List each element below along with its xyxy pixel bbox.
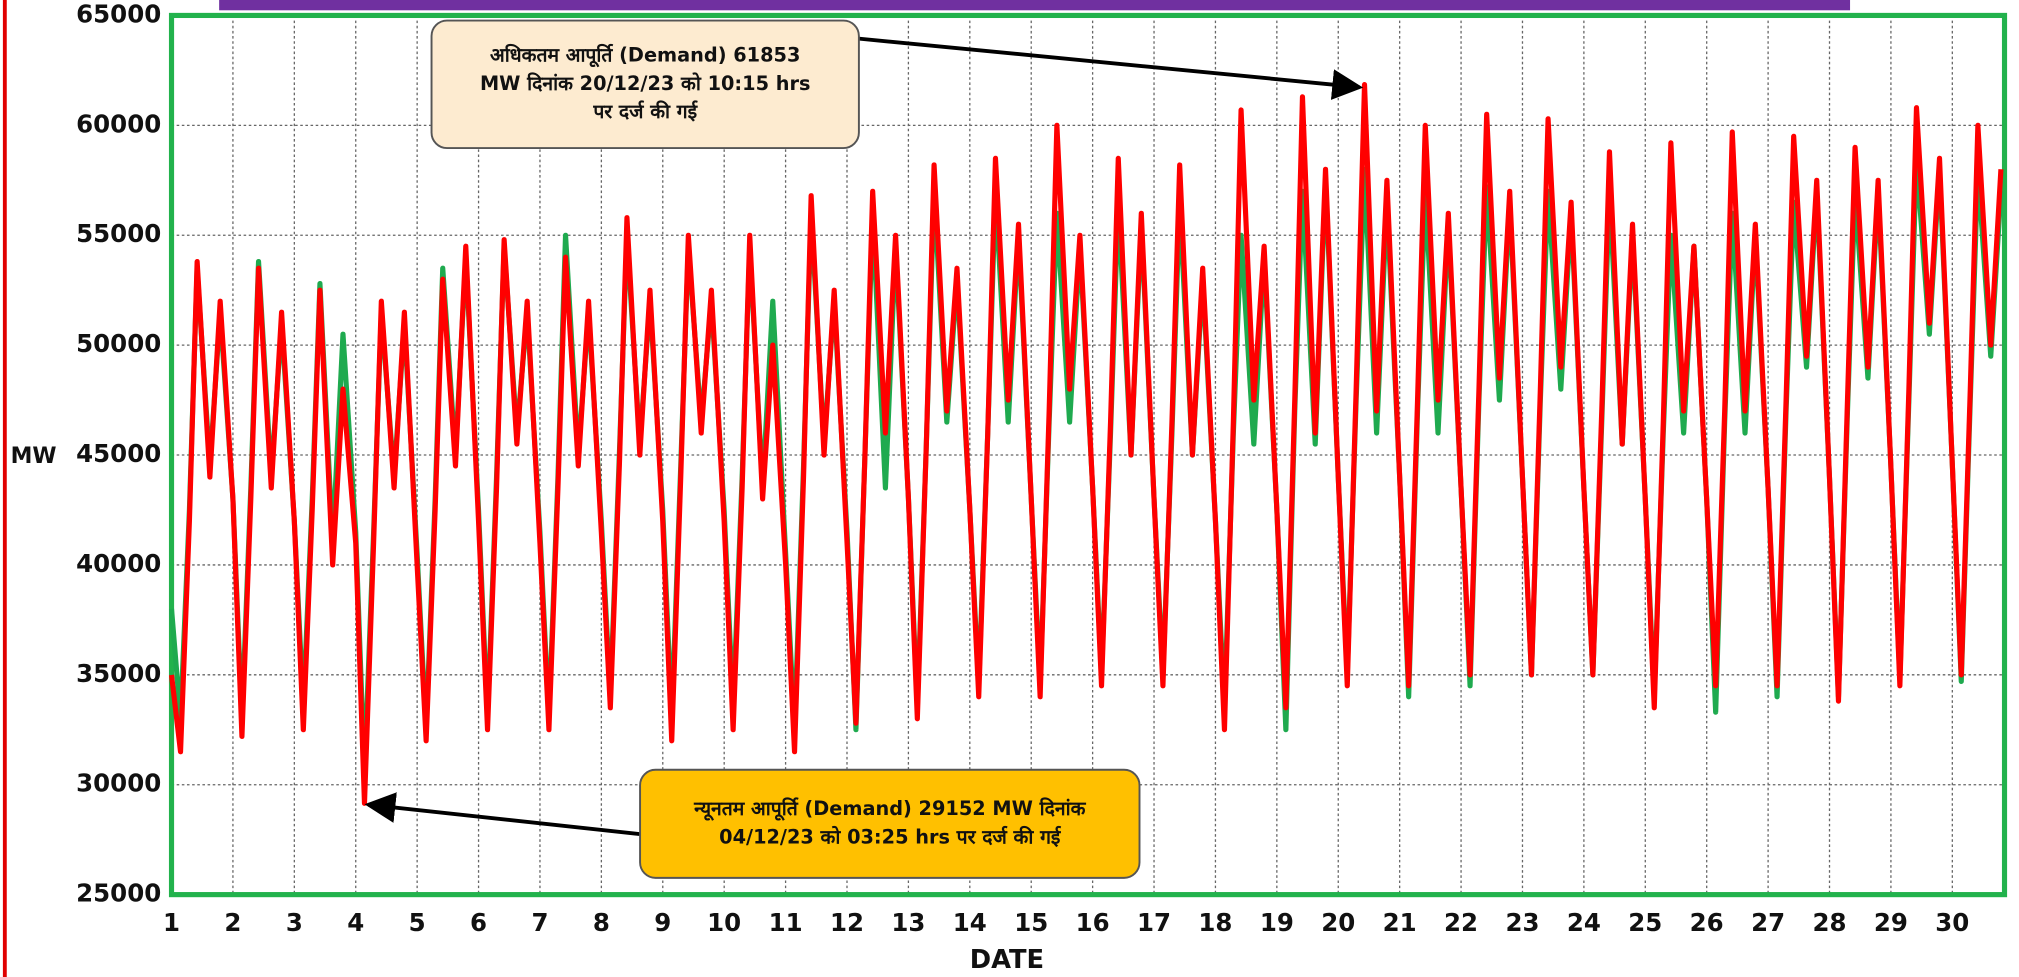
x-tick-label: 15 [1014,908,1048,937]
x-tick-label: 10 [707,908,741,937]
x-tick-label: 6 [470,908,487,937]
annotation-box [430,19,860,149]
x-tick-label: 7 [531,908,548,937]
annotation-arrow [364,792,641,837]
y-tick-label: 35000 [76,659,161,688]
x-axis-label: DATE [970,945,1044,975]
x-tick-label: 2 [224,908,241,937]
x-tick-label: 27 [1751,908,1785,937]
x-tick-label: 13 [891,908,925,937]
annotation-arrow [858,36,1364,100]
y-tick-label: 40000 [76,549,161,578]
annotation-text: 04/12/23 को 03:25 hrs पर दर्ज की गई [719,825,1062,848]
x-tick-label: 22 [1444,908,1478,937]
side-border [2,0,7,977]
x-tick-label: 18 [1198,908,1232,937]
title-banner [219,0,1851,11]
x-tick-label: 25 [1628,908,1662,937]
y-tick-label: 60000 [76,109,161,138]
x-tick-label: 28 [1813,908,1847,937]
annotation-text: MW दिनांक 20/12/23 को 10:15 hrs [480,72,811,95]
x-tick-label: 3 [286,908,303,937]
x-tick-label: 11 [769,908,803,937]
x-tick-label: 12 [830,908,864,937]
x-tick-label: 16 [1076,908,1110,937]
x-tick-label: 21 [1383,908,1417,937]
x-tick-label: 19 [1260,908,1294,937]
x-tick-label: 14 [953,908,987,937]
x-tick-label: 29 [1874,908,1908,937]
series-line [168,81,2004,806]
x-tick-label: 4 [347,908,364,937]
y-tick-label: 30000 [76,769,161,798]
x-tick-label: 26 [1690,908,1724,937]
plot-border [168,12,2008,898]
annotation-text: अधिकतम आपूर्ति (Demand) 61853 [490,43,800,67]
x-tick-label: 8 [593,908,610,937]
x-tick-label: 30 [1935,908,1969,937]
x-tick-label: 1 [163,908,180,937]
y-tick-label: 65000 [76,0,161,28]
x-tick-label: 23 [1505,908,1539,937]
x-tick-label: 20 [1321,908,1355,937]
y-tick-label: 45000 [76,439,161,468]
x-tick-label: 17 [1137,908,1171,937]
y-axis-label: MW [11,444,57,469]
x-tick-label: 9 [654,908,671,937]
annotation-text: पर दर्ज की गई [592,100,698,123]
y-tick-label: 50000 [76,329,161,358]
y-tick-label: 55000 [76,219,161,248]
y-tick-label: 25000 [76,879,161,908]
x-tick-label: 5 [409,908,426,937]
annotation-box [639,768,1141,879]
annotation-text: न्यूनतम आपूर्ति (Demand) 29152 MW दिनांक [693,797,1086,821]
x-tick-label: 24 [1567,908,1601,937]
